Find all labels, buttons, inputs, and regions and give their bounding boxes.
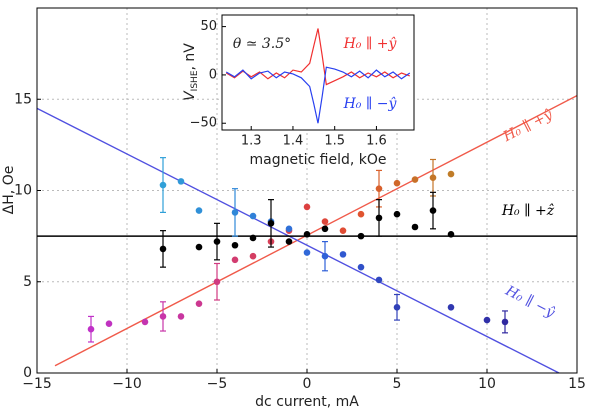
data-point <box>447 304 455 311</box>
data-point <box>321 218 329 225</box>
x-tick-label: 1.3 <box>241 134 262 149</box>
data-point <box>393 304 401 311</box>
inset-annotation: θ ≃ 3.5° <box>233 36 291 52</box>
data-point <box>321 252 329 260</box>
inset-frame <box>221 14 415 131</box>
data-point <box>375 276 383 284</box>
x-tick-label: 15 <box>568 376 586 392</box>
data-point <box>159 245 167 253</box>
signal-line <box>225 28 410 86</box>
data-point <box>195 207 203 214</box>
data-point <box>195 300 203 307</box>
series-label: H₀ ∥ −ŷ <box>343 95 398 112</box>
data-point <box>357 210 365 218</box>
signal-line <box>225 66 411 124</box>
data-point <box>411 176 419 183</box>
data-point <box>141 318 149 326</box>
x-tick-label: 1.4 <box>283 134 304 149</box>
data-point <box>267 220 275 227</box>
series-label: H₀ ∥ +ẑ <box>501 202 555 219</box>
data-point <box>393 210 401 218</box>
x-tick-label: 5 <box>393 376 402 392</box>
data-point <box>357 263 365 271</box>
data-point <box>285 225 293 233</box>
y-tick-label: −50 <box>190 116 217 131</box>
data-point <box>429 174 437 182</box>
data-point <box>303 231 311 238</box>
data-point <box>447 170 455 178</box>
data-point <box>177 178 185 185</box>
y-tick-label: 50 <box>200 19 217 34</box>
y-tick-label: 0 <box>209 67 217 82</box>
data-point <box>87 325 95 333</box>
y-tick-label: 5 <box>23 274 32 290</box>
y-tick-label: 0 <box>23 365 32 381</box>
data-point <box>195 243 203 251</box>
data-point <box>501 318 509 326</box>
data-point <box>159 181 167 189</box>
data-point <box>285 238 293 245</box>
data-point <box>339 227 347 234</box>
data-point <box>303 249 311 256</box>
x-tick-label: 0 <box>303 376 312 392</box>
plot-frame <box>36 7 578 374</box>
data-point <box>357 232 365 240</box>
data-point <box>249 212 257 220</box>
data-point <box>177 313 185 320</box>
data-point <box>159 313 167 320</box>
x-tick-label: 10 <box>478 376 496 392</box>
data-point <box>231 241 239 249</box>
data-point <box>249 234 257 242</box>
data-point <box>303 203 311 211</box>
plot-area <box>222 15 414 130</box>
x-tick-label: 1.5 <box>324 134 345 149</box>
series-label: H₀ ∥ +ŷ <box>343 35 398 52</box>
data-point <box>213 238 221 245</box>
x-tick-label: −15 <box>22 376 52 392</box>
inset-x-label: magnetic field, kOe <box>250 152 387 168</box>
data-point <box>339 251 347 258</box>
fit-line <box>37 107 560 373</box>
y-label-subscript: ISHE <box>190 70 200 91</box>
data-point <box>105 320 113 328</box>
x-tick-label: −5 <box>207 376 228 392</box>
data-point <box>393 179 401 187</box>
inset-y-label: VISHE, nV <box>182 43 200 101</box>
data-point <box>483 316 491 324</box>
x-axis-label: dc current, mA <box>255 394 359 410</box>
data-point <box>231 209 239 216</box>
data-point <box>429 207 437 214</box>
data-point <box>231 256 239 264</box>
y-tick-label: 10 <box>14 183 32 199</box>
data-point <box>321 225 329 233</box>
y-label-unit: , nV <box>182 43 198 71</box>
x-tick-label: −10 <box>112 376 142 392</box>
y-label-symbol: V <box>182 90 198 101</box>
data-point <box>213 278 221 286</box>
y-axis-label: ΔH, Oe <box>1 166 17 215</box>
data-point <box>249 252 257 260</box>
y-tick-label: 15 <box>14 91 32 107</box>
data-point <box>447 231 455 238</box>
data-point <box>375 185 383 192</box>
data-point <box>411 223 419 231</box>
data-point <box>375 214 383 222</box>
x-tick-label: 1.6 <box>366 134 387 149</box>
